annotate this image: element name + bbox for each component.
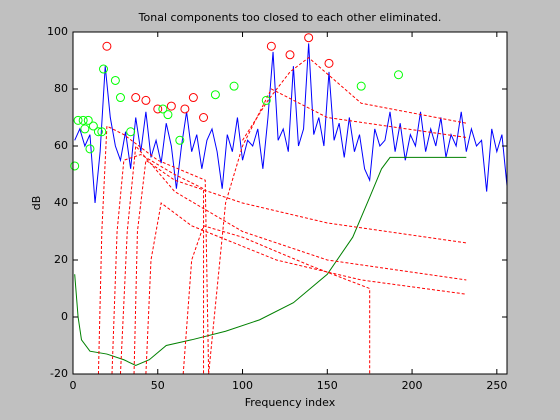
y-tick-label: 20 [54, 253, 68, 266]
y-tick-label: 40 [54, 196, 68, 209]
marker [199, 113, 209, 122]
x-tick-label: 100 [232, 379, 253, 392]
marker [80, 124, 90, 134]
marker [141, 95, 151, 105]
x-tick-label: 200 [402, 379, 423, 392]
chart-title: Tonal components too closed to each othe… [138, 11, 442, 24]
line [74, 156, 467, 366]
marker [73, 115, 83, 125]
line [74, 43, 508, 204]
marker [188, 93, 198, 103]
masking-curve [242, 57, 467, 141]
marker [266, 41, 276, 51]
marker [126, 127, 136, 137]
marker [175, 135, 185, 145]
marker [153, 104, 163, 114]
marker [158, 104, 168, 114]
marker [229, 81, 239, 91]
marker [324, 58, 334, 68]
marker [83, 115, 93, 125]
marker [110, 75, 120, 85]
masking-curve [119, 144, 467, 375]
y-tick-label: 0 [61, 310, 68, 323]
marker [115, 93, 125, 103]
marker [210, 90, 220, 100]
marker [70, 161, 80, 171]
marker [93, 127, 103, 137]
x-tick-label: 50 [151, 379, 165, 392]
masking-curve [145, 202, 467, 375]
x-tick-label: 150 [317, 379, 338, 392]
marker [99, 64, 109, 74]
x-tick-label: 250 [486, 379, 507, 392]
y-tick-label: 60 [54, 139, 68, 152]
marker [261, 95, 271, 105]
marker [163, 110, 173, 120]
marker [356, 81, 366, 91]
marker [304, 33, 314, 43]
y-axis-label: dB [30, 196, 43, 211]
y-tick-label: -20 [50, 367, 68, 380]
masking-curve [182, 225, 371, 375]
marker [131, 93, 141, 103]
marker [88, 121, 98, 131]
masking-curve [208, 88, 467, 375]
marker [102, 41, 112, 51]
y-tick-label: 100 [47, 25, 68, 38]
y-tick-label: 80 [54, 82, 68, 95]
marker [85, 144, 95, 154]
marker [97, 127, 107, 137]
marker [394, 70, 403, 80]
marker [166, 101, 176, 111]
marker [180, 104, 190, 114]
marker [285, 50, 295, 60]
masking-curve [97, 125, 210, 375]
marker [78, 115, 88, 125]
x-axis-label: Frequency index [245, 396, 336, 409]
masking-curve [111, 154, 205, 375]
plot-area [73, 32, 507, 374]
masking-curve [133, 159, 467, 375]
x-tick-label: 0 [70, 379, 77, 392]
